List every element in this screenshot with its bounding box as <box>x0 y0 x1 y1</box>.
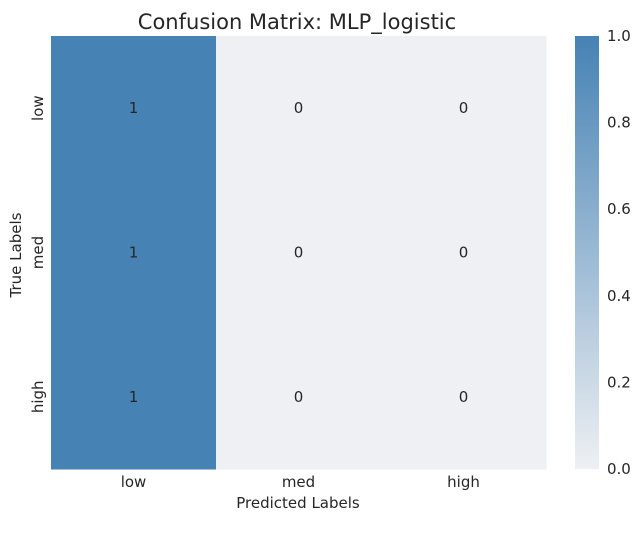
y-tick-label-med: med <box>29 236 47 269</box>
heatmap-cell-1-1 <box>216 180 382 326</box>
cell-annotations: 1 0 0 1 0 0 1 0 0 <box>129 99 469 406</box>
heatmap-cell-2-1 <box>216 324 382 470</box>
cell-annotation-0-1: 0 <box>294 99 304 117</box>
cell-annotation-1-1: 0 <box>294 244 304 262</box>
colorbar-tick-label: 1.0 <box>607 27 631 45</box>
cell-annotation-0-0: 1 <box>129 99 139 117</box>
heatmap-cell-0-0 <box>51 36 217 181</box>
heatmap-cell-1-0 <box>51 180 217 326</box>
cell-annotation-0-2: 0 <box>459 99 469 117</box>
colorbar-tick-label: 0.4 <box>607 287 631 305</box>
y-tick-label-high: high <box>29 380 47 413</box>
y-axis-label: True Labels <box>7 212 25 298</box>
colorbar <box>575 36 599 469</box>
heatmap-cells <box>51 36 547 470</box>
colorbar-tick-label: 0.0 <box>607 460 631 478</box>
x-tick-label-low: low <box>121 473 147 491</box>
heatmap-cell-2-0 <box>51 324 217 470</box>
colorbar-tick-label: 0.2 <box>607 373 631 391</box>
cell-annotation-1-2: 0 <box>459 244 469 262</box>
heatmap-cell-2-2 <box>381 324 547 470</box>
x-axis-label: Predicted Labels <box>236 494 360 512</box>
cell-annotation-2-0: 1 <box>129 388 139 406</box>
heatmap-cell-0-2 <box>381 36 547 181</box>
y-tick-labels: low med high <box>29 95 47 413</box>
colorbar-tick-label: 0.8 <box>607 114 631 132</box>
heatmap-cell-0-1 <box>216 36 382 181</box>
colorbar-tick-label: 0.6 <box>607 200 631 218</box>
colorbar-tick-labels: 0.0 0.2 0.4 0.6 0.8 1.0 <box>607 27 631 478</box>
x-tick-labels: low med high <box>121 473 480 491</box>
cell-annotation-2-1: 0 <box>294 388 304 406</box>
chart-title: Confusion Matrix: MLP_logistic <box>138 10 456 35</box>
cell-annotation-1-0: 1 <box>129 244 139 262</box>
x-tick-label-high: high <box>447 473 480 491</box>
cell-annotation-2-2: 0 <box>459 388 469 406</box>
x-tick-label-med: med <box>282 473 315 491</box>
heatmap-cell-1-2 <box>381 180 547 326</box>
y-tick-label-low: low <box>29 95 47 121</box>
